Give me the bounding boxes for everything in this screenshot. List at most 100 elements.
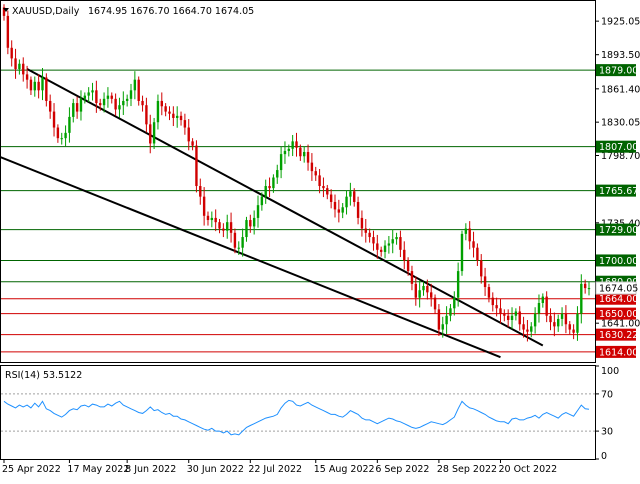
candle-body	[468, 228, 471, 242]
level-label: 1650.00	[596, 307, 638, 320]
level-label-box	[596, 140, 636, 153]
candle	[510, 307, 514, 329]
level-label-text: 1765.67	[599, 186, 638, 197]
level-label-text: 1729.00	[599, 225, 638, 236]
candle	[499, 298, 502, 324]
candle-body	[557, 318, 560, 327]
candle	[199, 178, 202, 205]
date-tick-label: 25 Apr 2022	[2, 464, 61, 475]
candle-body	[318, 175, 321, 187]
candle	[279, 146, 283, 179]
candle-body	[356, 201, 360, 218]
date-tick-label: 30 Jun 2022	[187, 464, 244, 475]
candle-body	[168, 111, 171, 114]
level-label-box	[596, 328, 636, 341]
candle	[133, 71, 137, 100]
candle	[45, 73, 48, 107]
candle	[379, 246, 383, 257]
ohlc-header: 1674.95 1676.70 1664.70 1674.05	[88, 6, 254, 17]
candle	[75, 96, 79, 119]
candle-body	[37, 81, 40, 91]
candle-body	[291, 141, 294, 149]
candle	[568, 321, 571, 335]
price-tick-label: 1798.70	[601, 151, 640, 162]
candle-body	[345, 196, 348, 208]
candle-body	[583, 283, 587, 289]
rsi-tick-label: 100	[601, 366, 619, 377]
candle	[472, 231, 475, 258]
candle-body	[460, 233, 464, 272]
candle	[580, 274, 583, 324]
candle-body	[391, 239, 394, 244]
level-label: 1614.00	[596, 345, 638, 358]
candle	[530, 322, 533, 338]
candle	[160, 92, 163, 116]
candle-body	[456, 271, 460, 298]
candle-body	[175, 115, 179, 118]
current-price-label: 1674.05	[595, 281, 638, 295]
candle-body	[245, 220, 248, 238]
candle-body	[145, 105, 148, 125]
candle-body	[156, 100, 160, 123]
level-label-text: 1879.00	[599, 66, 638, 77]
candle-body	[160, 100, 163, 107]
date-tick-label: 17 May 2022	[67, 464, 129, 475]
candle-body	[152, 122, 156, 144]
candle-body	[426, 285, 429, 293]
rsi-tick-label: 30	[601, 427, 613, 438]
candle-body	[68, 116, 71, 133]
candle	[276, 164, 279, 184]
price-panel	[0, 0, 596, 363]
candle-body	[314, 171, 317, 176]
candle-body	[118, 105, 121, 110]
candle-body	[333, 201, 337, 210]
candle-body	[510, 315, 514, 320]
candle	[79, 90, 83, 121]
candle	[541, 293, 545, 308]
candle-body	[287, 148, 291, 151]
candle	[195, 140, 198, 193]
candle	[430, 283, 433, 307]
candle	[422, 281, 425, 296]
level-label-text: 1630.22	[599, 330, 638, 341]
candle	[368, 228, 371, 243]
candle-body	[75, 103, 79, 112]
level-label-text: 1650.00	[599, 309, 638, 320]
candle	[433, 294, 437, 315]
candle-body	[199, 186, 202, 197]
candle-body	[580, 283, 583, 314]
candle-body	[549, 315, 552, 323]
date-tick-label: 15 Aug 2022	[314, 464, 375, 475]
candle-body	[430, 292, 433, 298]
candle	[387, 235, 391, 254]
candle-body	[522, 324, 525, 330]
candle	[152, 117, 156, 150]
candle	[87, 87, 90, 103]
candle	[483, 267, 487, 296]
candle-body	[79, 98, 83, 112]
candle	[202, 187, 206, 226]
candle-body	[33, 81, 36, 91]
level-label: 1729.00	[596, 223, 638, 236]
candle	[175, 106, 179, 128]
candle	[237, 241, 240, 255]
candle-body	[206, 215, 210, 221]
candle	[149, 114, 152, 154]
candle	[168, 106, 171, 121]
candle	[460, 230, 464, 276]
candle	[33, 76, 36, 97]
candle-body	[29, 79, 33, 91]
candle	[37, 74, 40, 99]
candle-body	[260, 196, 264, 206]
level-label-box	[596, 223, 636, 236]
candle	[222, 223, 225, 238]
candle	[337, 199, 341, 223]
chevron-down-icon[interactable]	[3, 8, 9, 12]
candle-body	[129, 90, 133, 99]
candle-body	[406, 260, 410, 272]
candle-body	[45, 77, 48, 101]
date-tick-label: 20 Oct 2022	[498, 464, 557, 475]
candle	[310, 153, 314, 181]
candle-body	[349, 191, 352, 197]
candle	[480, 254, 483, 284]
